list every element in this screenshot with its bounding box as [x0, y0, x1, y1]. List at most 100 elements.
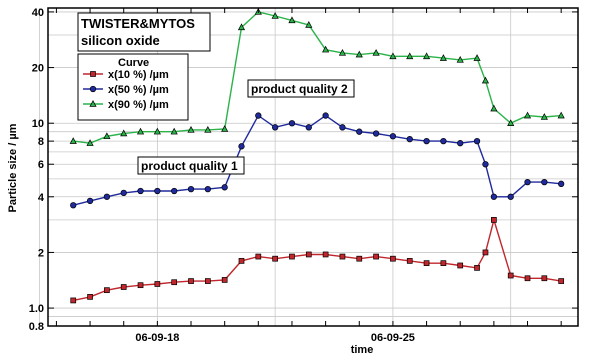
data-point-x10 — [188, 278, 194, 284]
legend-marker-x90 — [89, 100, 97, 107]
data-point-x50 — [255, 112, 262, 119]
title-box: TWISTER&MYTOS silicon oxide — [77, 12, 211, 52]
y-tick-label: 8 — [38, 136, 44, 148]
data-point-x10 — [221, 277, 228, 283]
data-point-x50 — [204, 185, 211, 193]
data-point-x10 — [541, 275, 548, 282]
data-point-x50 — [372, 130, 380, 137]
y-tick-label: 10 — [32, 118, 44, 130]
legend-label-x90: x(90 %) /µm — [108, 99, 169, 111]
chart-title-line-2: silicon oxide — [81, 33, 160, 48]
y-axis-ticks: 0.8 1.0 2 4 6 8 10 20 40 — [29, 7, 578, 333]
data-point-x50 — [541, 178, 548, 186]
y-tick-label: 2 — [38, 247, 44, 259]
annotation-quality-1-text: product quality 1 — [141, 159, 238, 173]
data-point-x50 — [305, 124, 312, 131]
y-tick-label: 4 — [38, 192, 45, 204]
data-point-x90 — [187, 125, 195, 133]
data-point-x50 — [406, 136, 413, 143]
data-point-x10 — [120, 284, 127, 290]
data-point-x10 — [272, 255, 278, 262]
legend-marker-x50 — [89, 85, 97, 93]
data-point-x90 — [69, 137, 77, 144]
data-point-x90 — [557, 111, 565, 119]
data-point-x50 — [339, 124, 346, 131]
data-point-x50 — [137, 187, 144, 195]
data-point-x90 — [406, 52, 414, 60]
data-point-x10 — [305, 251, 312, 258]
y-tick-label: 6 — [38, 159, 44, 171]
x-tick-label: 06-09-25 — [371, 332, 415, 344]
data-point-x10 — [238, 258, 245, 264]
data-point-x90 — [540, 113, 548, 120]
data-point-x10 — [507, 272, 514, 279]
data-point-x10 — [104, 287, 110, 294]
data-point-x10 — [154, 281, 161, 287]
data-point-x50 — [507, 193, 514, 200]
data-point-x10 — [406, 258, 413, 264]
data-point-x50 — [322, 112, 329, 119]
series-x10 — [70, 217, 565, 304]
data-point-x10 — [339, 253, 346, 260]
data-point-x10 — [70, 297, 77, 304]
title-box-frame — [77, 12, 211, 52]
annotation-quality-1-frame — [137, 156, 245, 175]
y-tick-label: 1.0 — [29, 303, 44, 315]
x-tick-label: 06-09-18 — [135, 332, 179, 344]
data-point-x50 — [221, 184, 228, 191]
series-layer — [69, 7, 565, 304]
data-point-x50 — [356, 128, 363, 135]
data-point-x90 — [204, 125, 212, 133]
data-point-x10 — [482, 249, 489, 256]
data-point-x50 — [120, 189, 127, 197]
data-point-x50 — [154, 187, 161, 195]
data-point-x90 — [86, 139, 94, 146]
data-point-x90 — [305, 21, 313, 28]
data-point-x90 — [322, 45, 330, 53]
x-axis-title: time — [351, 344, 374, 355]
series-x50 — [70, 112, 565, 209]
data-point-x90 — [456, 55, 464, 63]
data-point-x90 — [288, 16, 296, 24]
y-tick-label: 20 — [32, 63, 44, 75]
data-point-x10 — [558, 278, 565, 284]
data-point-x50 — [440, 137, 447, 145]
data-point-x90 — [221, 125, 229, 132]
y-tick-label: 0.8 — [29, 321, 44, 333]
data-point-x10 — [457, 262, 464, 269]
data-point-x50 — [271, 124, 279, 131]
data-point-x50 — [238, 143, 245, 150]
data-point-x50 — [70, 202, 77, 209]
legend-title: Curve — [118, 57, 149, 69]
data-point-x10 — [289, 253, 295, 260]
data-point-x50 — [86, 197, 94, 205]
legend-items: x(10 %) /µm x(50 %) /µm x(90 %) /µm — [83, 69, 169, 111]
data-point-x50 — [171, 187, 178, 195]
annotation-quality-2-text: product quality 2 — [251, 82, 348, 96]
data-point-x10 — [322, 251, 329, 258]
annotation-quality-1: product quality 1 — [137, 156, 245, 175]
x-axis-ticks: 06-09-18 06-09-25 — [55, 8, 562, 344]
legend: Curve x(10 %) /µm x(50 %) /µm x(90 %) /µm — [77, 53, 189, 121]
data-point-x90 — [473, 54, 481, 61]
data-point-x90 — [490, 104, 498, 112]
data-point-x50 — [558, 180, 565, 187]
data-point-x90 — [523, 111, 532, 119]
data-point-x90 — [481, 76, 490, 84]
data-point-x90 — [338, 48, 347, 56]
data-point-x50 — [524, 178, 531, 186]
data-point-x90 — [136, 127, 145, 135]
data-point-x10 — [440, 260, 447, 267]
data-point-x90 — [271, 12, 279, 19]
y-tick-label: 40 — [32, 7, 44, 19]
data-point-x90 — [422, 52, 431, 60]
data-point-x10 — [87, 294, 93, 300]
data-point-x90 — [372, 48, 380, 56]
data-point-x90 — [153, 127, 161, 135]
data-point-x10 — [255, 253, 262, 260]
data-point-x50 — [288, 120, 296, 127]
data-point-x10 — [356, 255, 363, 262]
data-point-x50 — [187, 185, 195, 193]
